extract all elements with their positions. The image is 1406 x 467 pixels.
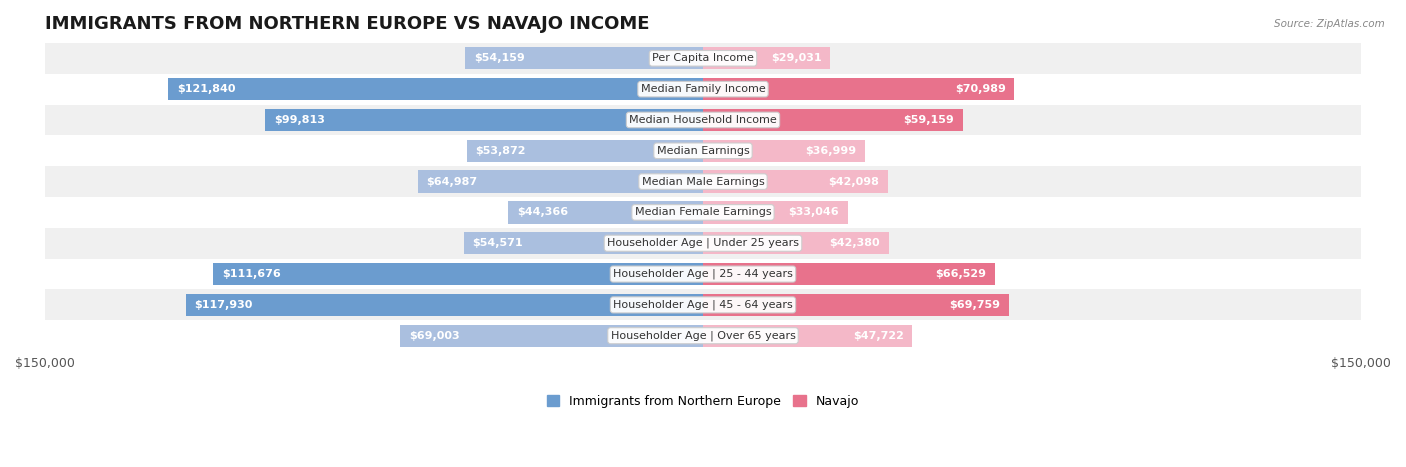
Bar	[703, 78, 1015, 100]
Bar	[703, 109, 963, 131]
Bar	[703, 170, 887, 193]
Text: $121,840: $121,840	[177, 84, 236, 94]
Text: $99,813: $99,813	[274, 115, 325, 125]
Bar	[703, 263, 995, 285]
Text: $42,380: $42,380	[830, 238, 880, 248]
Bar	[169, 78, 703, 100]
Bar	[464, 232, 703, 255]
Text: $70,989: $70,989	[955, 84, 1005, 94]
Bar	[467, 140, 703, 162]
Text: $66,529: $66,529	[935, 269, 986, 279]
Text: IMMIGRANTS FROM NORTHERN EUROPE VS NAVAJO INCOME: IMMIGRANTS FROM NORTHERN EUROPE VS NAVAJ…	[45, 15, 650, 33]
Bar	[45, 259, 1361, 290]
Text: Householder Age | Over 65 years: Householder Age | Over 65 years	[610, 331, 796, 341]
Bar	[45, 197, 1361, 228]
Bar	[45, 290, 1361, 320]
Text: Householder Age | Under 25 years: Householder Age | Under 25 years	[607, 238, 799, 248]
Bar	[214, 263, 703, 285]
Bar	[401, 325, 703, 347]
Text: Median Family Income: Median Family Income	[641, 84, 765, 94]
Bar	[45, 166, 1361, 197]
Text: $69,759: $69,759	[949, 300, 1000, 310]
Text: Householder Age | 25 - 44 years: Householder Age | 25 - 44 years	[613, 269, 793, 279]
Text: Householder Age | 45 - 64 years: Householder Age | 45 - 64 years	[613, 300, 793, 310]
Text: $69,003: $69,003	[409, 331, 460, 341]
Bar	[45, 43, 1361, 74]
Bar	[418, 170, 703, 193]
Text: $59,159: $59,159	[903, 115, 953, 125]
Legend: Immigrants from Northern Europe, Navajo: Immigrants from Northern Europe, Navajo	[541, 389, 865, 413]
Text: Median Earnings: Median Earnings	[657, 146, 749, 156]
Bar	[703, 201, 848, 224]
Bar	[45, 105, 1361, 135]
Text: Median Household Income: Median Household Income	[628, 115, 778, 125]
Bar	[266, 109, 703, 131]
Bar	[186, 294, 703, 316]
Text: $54,571: $54,571	[472, 238, 523, 248]
Text: $117,930: $117,930	[194, 300, 253, 310]
Text: Median Female Earnings: Median Female Earnings	[634, 207, 772, 218]
Text: Median Male Earnings: Median Male Earnings	[641, 177, 765, 187]
Bar	[703, 294, 1010, 316]
Bar	[45, 74, 1361, 105]
Bar	[45, 135, 1361, 166]
Text: $47,722: $47,722	[852, 331, 904, 341]
Bar	[703, 325, 912, 347]
Bar	[45, 228, 1361, 259]
Text: Source: ZipAtlas.com: Source: ZipAtlas.com	[1274, 19, 1385, 28]
Text: $53,872: $53,872	[475, 146, 526, 156]
Text: $42,098: $42,098	[828, 177, 879, 187]
Text: $36,999: $36,999	[806, 146, 856, 156]
Text: $111,676: $111,676	[222, 269, 281, 279]
Bar	[465, 47, 703, 70]
Text: $54,159: $54,159	[474, 53, 524, 64]
Text: $29,031: $29,031	[770, 53, 821, 64]
Bar	[703, 47, 831, 70]
Bar	[703, 232, 889, 255]
Text: $64,987: $64,987	[426, 177, 478, 187]
Text: Per Capita Income: Per Capita Income	[652, 53, 754, 64]
Bar	[45, 320, 1361, 351]
Text: $33,046: $33,046	[789, 207, 839, 218]
Bar	[509, 201, 703, 224]
Bar	[703, 140, 865, 162]
Text: $44,366: $44,366	[517, 207, 568, 218]
